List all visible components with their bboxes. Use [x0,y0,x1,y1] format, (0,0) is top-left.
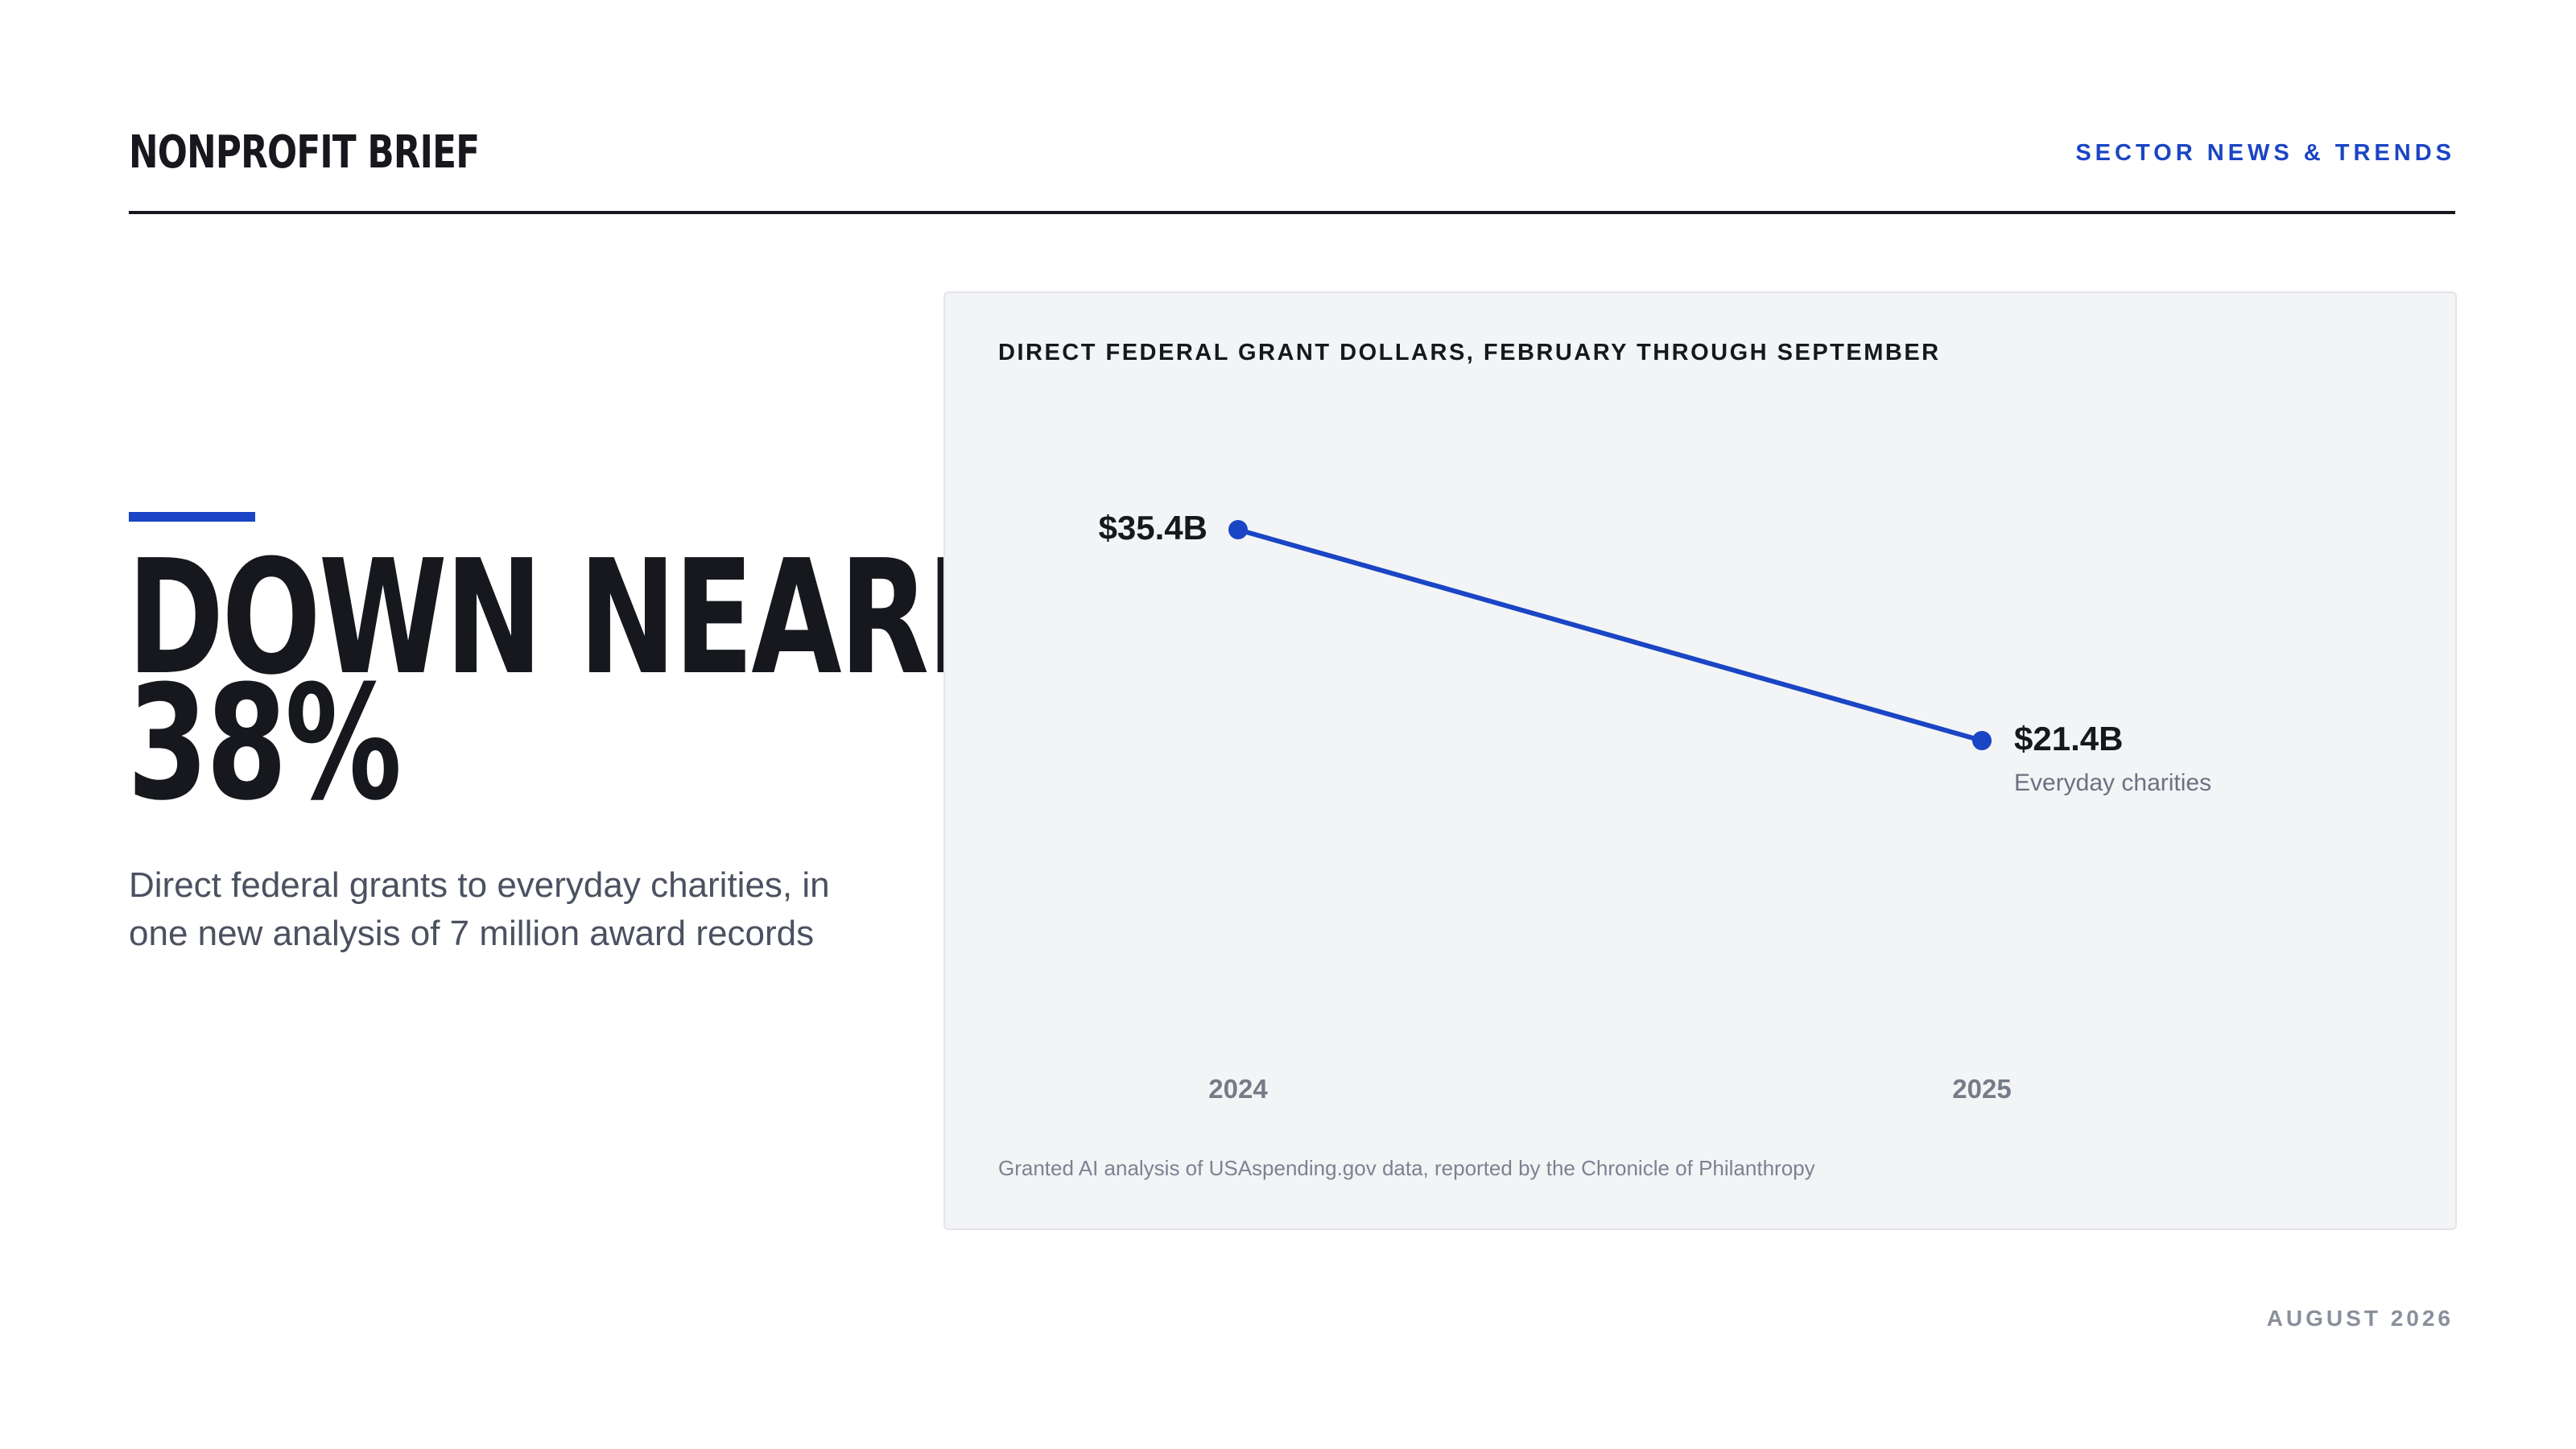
subhead: Direct federal grants to everyday charit… [129,865,830,953]
data-point-2024 [1228,520,1248,539]
series-name-label: Everyday charities [2014,770,2211,796]
data-point-2025 [1972,731,1992,750]
section-label: SECTOR NEWS & TRENDS [2075,140,2455,166]
headline: DOWN NEARLY 38% [127,526,1065,836]
accent-bar [129,512,255,522]
chart-source: Granted AI analysis of USAspending.gov d… [998,1156,1815,1180]
x-tick-label-2024: 2024 [1208,1074,1268,1104]
headline-line-2: 38% [127,652,402,836]
line-chart: $35.4B $21.4B Everyday charities 2024 2025 [1099,509,2212,1104]
chart-panel: DIRECT FEDERAL GRANT DOLLARS, FEBRUARY T… [943,291,2457,1230]
value-label-2025: $21.4B [2014,720,2123,758]
publication-date: AUGUST 2026 [2266,1306,2454,1331]
value-label-2024: $35.4B [1099,509,1208,547]
brand-logo: NONPROFIT BRIEF [129,126,480,179]
x-tick-label-2025: 2025 [1952,1074,2011,1104]
masthead: NONPROFIT BRIEF SECTOR NEWS & TRENDS [129,121,2455,214]
chart-title: DIRECT FEDERAL GRANT DOLLARS, FEBRUARY T… [998,340,1941,365]
series-line [1236,527,1984,743]
headline-line-1: DOWN NEARLY [127,526,1065,710]
